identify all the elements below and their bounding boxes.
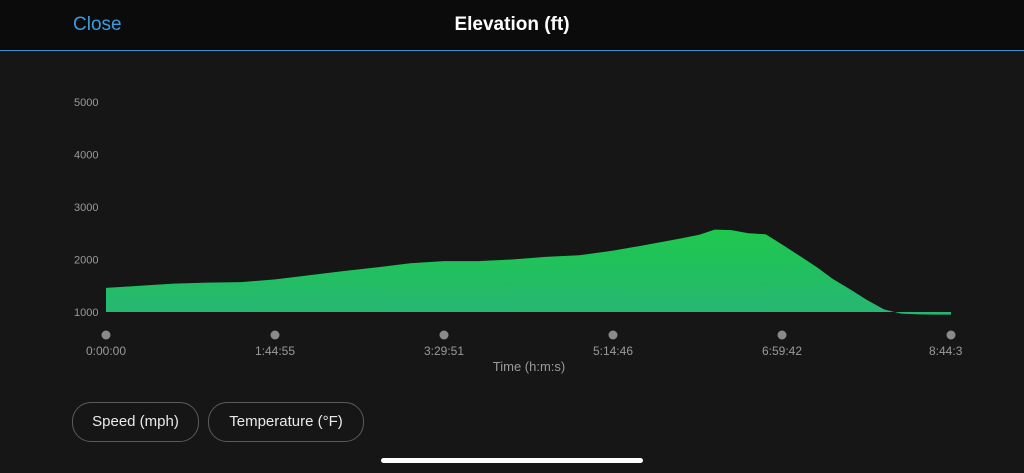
x-tick-marker <box>439 330 449 340</box>
close-button[interactable]: Close <box>73 14 122 35</box>
x-tick-label: 6:59:42 <box>762 344 802 358</box>
x-tick-marker <box>946 330 956 340</box>
home-indicator <box>381 458 643 463</box>
x-axis: 0:00:00 1:44:55 3:29:51 5:14:46 6:59:42 8:44:… <box>86 330 963 358</box>
speed-chip[interactable]: Speed (mph) <box>72 402 199 442</box>
x-axis-label: Time (h:m:s) <box>493 359 565 374</box>
x-tick-label: 8:44:3 <box>929 344 963 358</box>
x-tick-marker <box>270 330 280 340</box>
elevation-area <box>106 229 951 315</box>
y-tick-label: 2000 <box>74 255 98 267</box>
x-tick-label: 1:44:55 <box>255 344 295 358</box>
x-tick-label: 5:14:46 <box>593 344 633 358</box>
y-tick-label: 5000 <box>74 97 98 109</box>
y-axis: 1000 2000 3000 4000 5000 <box>74 97 98 319</box>
elevation-chart: 1000 2000 3000 4000 5000 0:00:00 1:44:55 3:29:… <box>74 97 963 374</box>
x-tick-label: 0:00:00 <box>86 344 126 358</box>
x-tick-marker <box>777 330 787 340</box>
x-tick-marker <box>608 330 618 340</box>
x-tick-label: 3:29:51 <box>424 344 464 358</box>
y-tick-label: 3000 <box>74 202 98 214</box>
page-title: Elevation (ft) <box>454 14 570 35</box>
temperature-chip[interactable]: Temperature (°F) <box>208 402 364 442</box>
y-tick-label: 4000 <box>74 150 98 162</box>
x-tick-marker <box>101 330 111 340</box>
y-tick-label: 1000 <box>74 307 98 319</box>
top-bar: Close Elevation (ft) <box>0 0 1024 51</box>
